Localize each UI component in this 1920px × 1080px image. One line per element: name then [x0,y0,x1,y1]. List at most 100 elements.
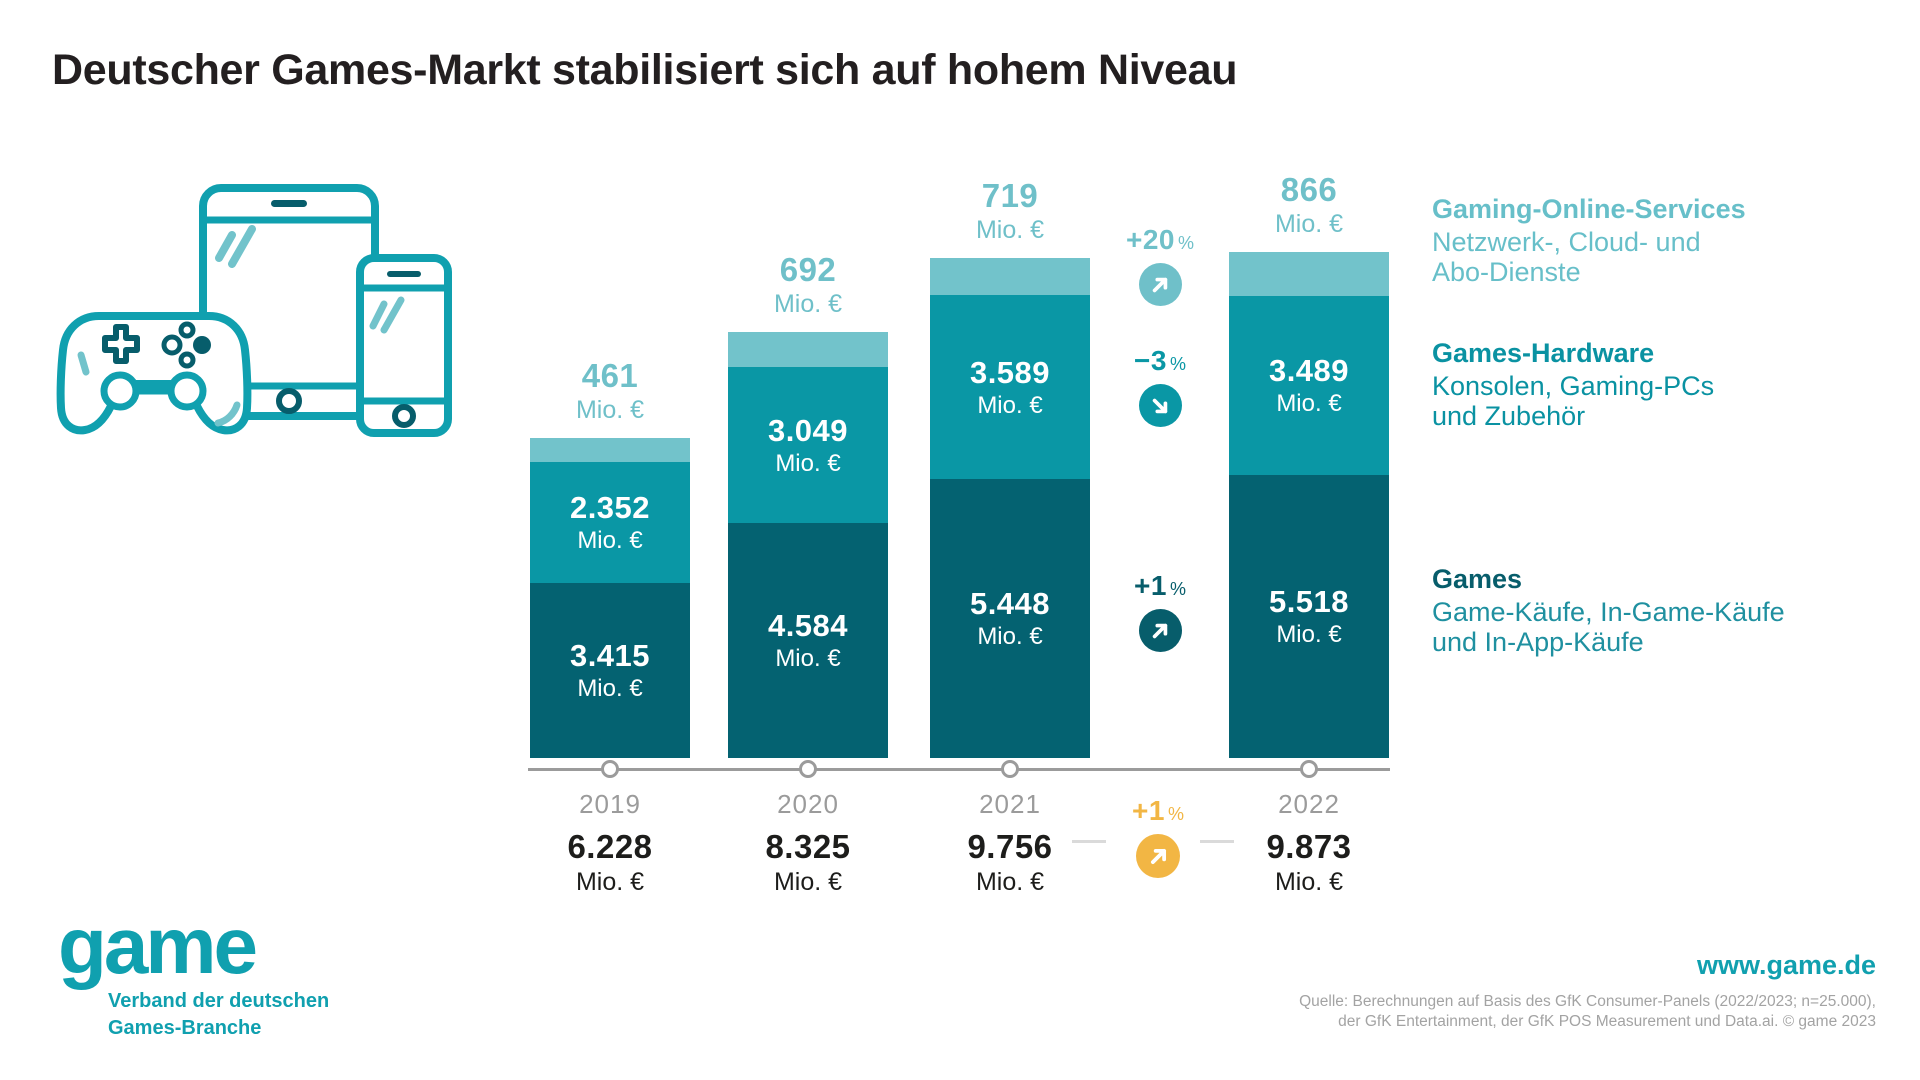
gamepad-button-icon [161,334,183,356]
connector-dash [1072,840,1106,843]
tablet-home-button-icon [276,388,302,414]
bar-segment-gaming-online-services-2019 [530,438,690,462]
bar-segment-games-hardware-2021: 3.589 Mio. € [930,295,1090,479]
change-indicator-games: +1% [1090,570,1230,652]
gamepad-button-icon [178,321,196,339]
unit-label: Mio. € [975,868,1045,896]
axis-line [528,768,1390,771]
unit-label: Mio. € [1276,621,1342,648]
change-indicator-hardware: −3% [1090,345,1230,427]
segment-value: 3.589 [969,354,1051,390]
year-label: 2021 [979,789,1041,819]
legend-hardware: Games-Hardware Konsolen, Gaming-PCs und … [1432,338,1714,431]
gamepad-icon [56,312,252,435]
segment-value: 4.584 [767,608,849,643]
gamepad-stick-icon [100,371,140,411]
game-logo: game Verband der deutschen Games-Branche [58,901,330,1042]
change-value: −3 [1134,345,1167,376]
smartphone-icon [356,254,452,437]
x-axis-column-2020: 2020 8.325 Mio. € [720,789,896,897]
segment-value: 5.518 [1268,584,1350,619]
segment-value: 2.352 [569,490,651,525]
trend-up-icon [1138,609,1182,652]
total-value: 6.228 [567,828,653,865]
bar-column-2020: 692 Mio. €3.049 Mio. €4.584 Mio. € [728,242,888,758]
phone-shine-icon [369,296,405,334]
legend-games: Games Game-Käufe, In-Game-Käufe und In-A… [1432,564,1785,657]
legend-title: Games-Hardware [1432,338,1655,368]
unit-label: Mio. € [773,290,843,318]
dpad-icon [102,324,140,364]
legend-title: Games [1432,564,1523,594]
above-bar-label-2021: 719 Mio. € [930,179,1090,244]
unit-label: Mio. € [575,396,645,424]
trend-up-icon [1136,834,1180,878]
axis-marker-2022 [1300,760,1318,778]
axis-marker-2021 [1001,760,1019,778]
percent-sign: % [1169,579,1186,599]
trend-down-icon [1138,384,1182,427]
bar-segment-games-2019: 3.415 Mio. € [530,583,690,758]
trend-up-icon [1138,263,1182,306]
year-label: 2020 [777,789,839,819]
change-value: +1 [1132,795,1165,826]
online-value: 866 [1280,171,1338,208]
online-value: 461 [581,357,639,394]
source-note: Quelle: Berechnungen auf Basis des GfK C… [1299,993,1876,1030]
x-axis-column-2021: 2021 9.756 Mio. € [922,789,1098,897]
segment-value: 3.049 [767,412,849,448]
total-value: 8.325 [765,828,851,865]
unit-label: Mio. € [1274,868,1344,896]
unit-label: Mio. € [775,449,841,477]
gaming-devices-illustration [56,184,452,437]
unit-label: Mio. € [1276,390,1342,417]
online-value: 692 [779,251,837,288]
gamepad-button-icon [193,336,211,354]
tablet-shine-icon [215,225,256,268]
unit-label: Mio. € [575,868,645,896]
legend-description: Konsolen, Gaming-PCs und Zubehör [1432,371,1715,431]
connector-dash [1200,840,1234,843]
logo-tagline: Verband der deutschen Games-Branche [108,990,330,1039]
change-indicator-online-services: +20% [1090,224,1230,306]
legend-description: Netzwerk-, Cloud- und Abo-Dienste [1432,227,1701,287]
tablet-speaker-icon [271,200,307,207]
unit-label: Mio. € [977,391,1043,419]
gamepad-button-icon [178,351,196,369]
change-value: +20 [1125,224,1175,255]
bar-segment-games-2020: 4.584 Mio. € [728,523,888,758]
bar-column-2021: 719 Mio. €3.589 Mio. €5.448 Mio. € [930,168,1090,758]
bar-column-2019: 461 Mio. €2.352 Mio. €3.415 Mio. € [530,348,690,758]
bar-segment-games-2021: 5.448 Mio. € [930,479,1090,758]
unit-label: Mio. € [975,216,1045,244]
unit-label: Mio. € [773,868,843,896]
gamepad-shine-icon [77,351,90,376]
legend-online-services: Gaming-Online-Services Netzwerk-, Cloud-… [1432,194,1746,287]
gamepad-shine-icon [214,401,241,427]
gamepad-stick-icon [167,371,207,411]
total-value: 9.873 [1266,828,1352,865]
unit-label: Mio. € [1274,210,1344,238]
online-value: 719 [981,177,1039,214]
axis-marker-2020 [799,760,817,778]
phone-speaker-icon [387,271,421,277]
percent-sign: % [1169,354,1186,374]
logo-wordmark: game [58,901,258,990]
year-label: 2022 [1278,789,1340,819]
total-value: 9.756 [967,828,1053,865]
above-bar-label-2019: 461 Mio. € [530,359,690,424]
change-indicator-total: +1% [1088,795,1228,878]
percent-sign: % [1177,233,1194,253]
bar-segment-games-2022: 5.518 Mio. € [1229,475,1389,758]
change-value: +1 [1134,570,1167,601]
unit-label: Mio. € [977,623,1043,650]
website-link[interactable]: www.game.de [1696,950,1876,980]
legend-title: Gaming-Online-Services [1432,194,1746,224]
unit-label: Mio. € [577,675,643,702]
above-bar-label-2022: 866 Mio. € [1229,173,1389,238]
bar-segment-games-hardware-2019: 2.352 Mio. € [530,462,690,583]
segment-value: 3.415 [569,638,651,673]
segment-value: 3.489 [1268,353,1350,388]
